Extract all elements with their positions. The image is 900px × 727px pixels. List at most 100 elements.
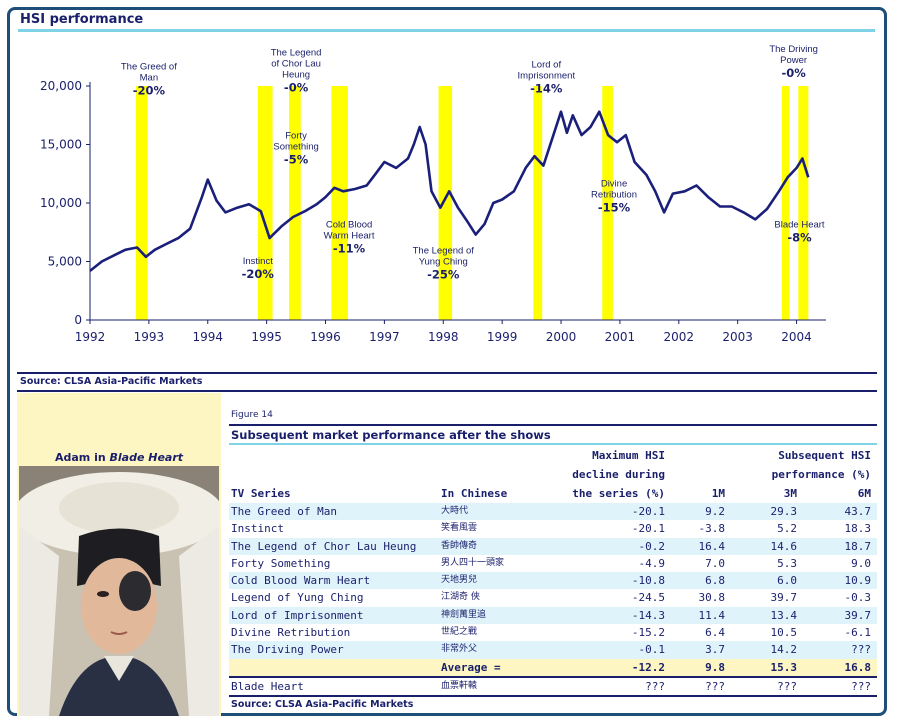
blade-decline: ??? [551,675,671,698]
annotation-label: Imprisonment [518,70,576,81]
annotation-label: Something [273,142,318,153]
annotation-value: -0% [284,81,309,95]
cell-3m: 13.4 [731,606,803,625]
y-tick-label: 0 [74,313,82,327]
blade-m3: ??? [731,675,803,698]
chart-axes: 0 5,000 10,000 15,000 20,000 1992 1993 1994 1995… [40,79,826,344]
cell-1m: -3.8 [698,522,726,536]
cell-6m: 39.7 [803,606,877,625]
x-tick-label: 1993 [134,330,165,344]
annotation-label: The Legend of [413,245,475,256]
average-label: Average = [439,658,551,677]
header-decline-3: the series (%) [572,487,665,500]
cell-series: Legend of Yung Ching [231,591,364,605]
cell-1m: 3.7 [671,641,731,659]
blade-m1: ??? [671,675,731,698]
show-band [269,86,273,320]
cell-6m: 9.0 [851,556,871,570]
average-m3: 15.3 [731,658,803,677]
cell-decline: -20.1 [631,522,665,536]
caption-prefix: Adam in [54,451,110,464]
table-row: The Greed of Man 大時代 -20.1 9.2 29.3 43.7 [229,503,877,521]
cell-decline: -24.5 [631,591,665,605]
cell-chinese: 大時代 [439,503,551,521]
cell-1m: 11.4 [671,606,731,625]
table-row: The Driving Power 非常外父 -0.1 3.7 14.2??? [229,641,877,659]
actor-photo [19,466,219,716]
annotation-value: -8% [787,231,812,245]
table-row: Forty Something 男人四十一頭家 -4.9 7.0 5.3 9.0 [229,555,877,572]
x-tick-label: 2004 [781,330,812,344]
x-tick-label: 2003 [722,330,753,344]
cell-3m: 5.2 [777,522,797,536]
y-tick-label: 10,000 [40,196,82,210]
show-annotation: Blade Heart-8% [774,220,825,245]
table-row: Legend of Yung Ching 江湖奇 俠 -24.5 30.8 39.7 -0… [229,589,877,606]
annotation-label: The Driving [769,44,818,55]
cell-6m: 18.3 [844,522,872,536]
cell-1m: 6.8 [671,572,731,590]
annotation-label: Man [140,73,158,84]
chart-source-note: Source: CLSA Asia-Pacific Markets [20,376,203,387]
cell-6m: -0.3 [844,591,872,605]
annotation-label: Instinct [243,256,273,267]
cell-decline: -14.3 [551,606,671,625]
table-row: Divine Retribution 世紀之戰 -15.2 6.4 10.5 -6.1 [229,624,877,641]
y-tick-label: 15,000 [40,138,82,152]
blade-chinese: 血票軒轅 [439,675,551,698]
y-tick-label: 20,000 [40,79,82,93]
y-tick-label: 5,000 [48,255,82,269]
average-m1: 9.8 [671,658,731,677]
cell-series: Lord of Imprisonment [229,606,439,625]
table-row: The Legend of Chor Lau Heung 香帥傳奇 -0.2 16.4… [229,537,877,555]
cell-3m: 10.5 [770,626,798,640]
hsi-line-chart: 0 5,000 10,000 15,000 20,000 1992 1993 1994 1995… [40,44,826,344]
header-6m: 6M [857,487,871,500]
annotation-label: Lord of [532,59,562,70]
average-spacer [229,658,439,677]
cell-3m: 5.3 [777,556,797,570]
chart-bottom-rule [17,372,877,374]
annotation-label: Cold Blood [326,220,372,231]
hsi-line [89,110,810,272]
average-m6: 16.8 [803,658,877,677]
annotation-label: Divine [601,179,627,190]
cell-1m: 30.8 [698,591,726,605]
figure-label: Figure 14 [231,410,273,420]
cell-1m: 16.4 [671,537,731,555]
cell-chinese: 江湖奇 俠 [441,592,480,603]
table-title: Subsequent market performance after the … [231,428,551,442]
show-band [289,86,301,320]
cell-decline: -20.1 [551,503,671,521]
cell-chinese: 神劍萬里追 [439,606,551,625]
show-band [135,86,148,320]
header-decline-1: Maximum HSI [592,449,665,462]
annotation-label: Blade Heart [774,220,825,231]
x-tick-label: 1998 [428,330,459,344]
x-tick-label: 2002 [664,330,695,344]
annotation-value: -25% [427,267,460,281]
annotation-label: The Legend [271,48,322,59]
blade-series: Blade Heart [229,675,439,698]
table-row: Cold Blood Warm Heart 天地男兒 -10.8 6.8 6.0 10.9 [229,572,877,590]
hsi-series [89,110,810,272]
table-row: Lord of Imprisonment 神劍萬里追 -14.3 11.4 13.4 39… [229,606,877,625]
blade-heart-row: Blade Heart 血票軒轅???????????? [229,675,877,698]
header-3m: 3M [783,487,797,500]
cell-6m: 10.9 [803,572,877,590]
show-band [798,86,809,320]
show-band [781,86,790,320]
performance-table: Maximum HSI Subsequent HSI decline durin… [229,446,877,698]
annotation-value: -14% [530,81,563,95]
show-annotation: Instinct-20% [242,256,275,281]
cell-chinese: 男人四十一頭家 [441,557,505,568]
table-top-rule [229,424,877,426]
caption-title: Blade Heart [109,451,184,464]
annotation-label: Power [780,55,807,66]
